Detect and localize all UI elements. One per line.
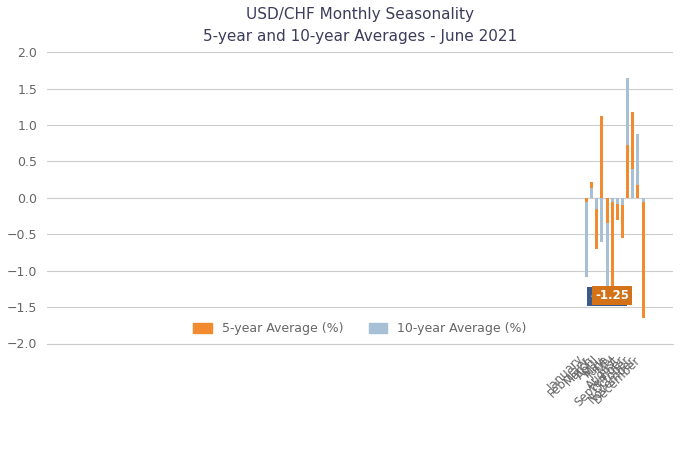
Bar: [585, 198, 588, 202]
Bar: [636, 185, 639, 198]
Bar: [616, 198, 619, 204]
Bar: [636, 134, 639, 198]
Bar: [641, 198, 645, 318]
Bar: [605, 198, 609, 224]
Bar: [600, 198, 603, 241]
Bar: [605, 198, 609, 290]
Bar: [595, 198, 598, 209]
Bar: [595, 198, 598, 249]
Bar: [626, 78, 629, 198]
Bar: [590, 182, 593, 198]
Bar: [631, 112, 634, 198]
Bar: [585, 198, 588, 277]
Bar: [621, 198, 624, 205]
Legend: 5-year Average (%), 10-year Average (%): 5-year Average (%), 10-year Average (%): [188, 317, 532, 340]
Bar: [611, 198, 614, 202]
Bar: [590, 188, 593, 198]
Title: USD/CHF Monthly Seasonality
5-year and 10-year Averages - June 2021: USD/CHF Monthly Seasonality 5-year and 1…: [203, 7, 517, 44]
Bar: [626, 145, 629, 198]
Text: -1.25: -1.25: [595, 289, 629, 302]
Bar: [631, 169, 634, 198]
Bar: [616, 198, 619, 220]
Bar: [621, 198, 624, 238]
Bar: [611, 198, 614, 289]
Bar: [600, 115, 603, 198]
Bar: [641, 198, 645, 202]
Text: -1.27: -1.27: [590, 290, 624, 303]
